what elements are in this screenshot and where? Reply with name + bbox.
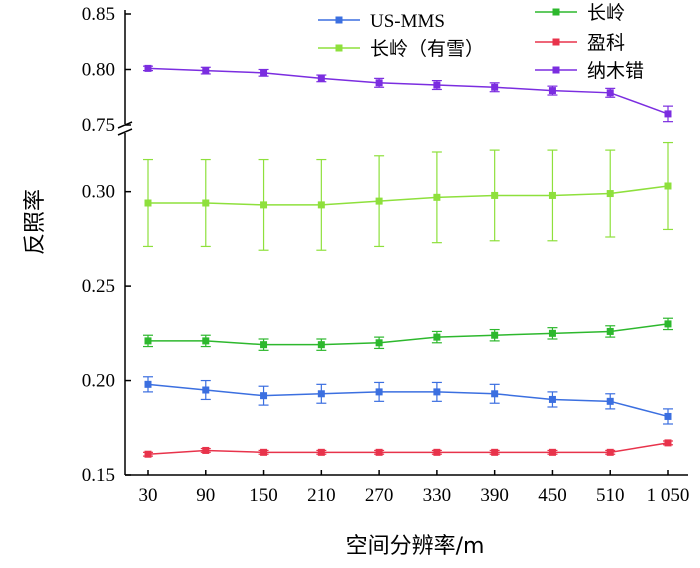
- data-point: [606, 89, 614, 97]
- data-point: [317, 341, 325, 349]
- data-point: [375, 388, 383, 396]
- data-point: [260, 341, 268, 349]
- legend-label: 纳木错: [587, 60, 644, 82]
- series-line: [147, 383, 669, 418]
- data-point: [606, 327, 614, 335]
- data-point: [144, 380, 152, 388]
- series-line: [147, 67, 669, 115]
- legend-item: US-MMS: [318, 11, 445, 32]
- data-point: [202, 386, 210, 394]
- data-point: [317, 390, 325, 398]
- data-point: [548, 87, 556, 95]
- data-point: [606, 190, 614, 198]
- data-point: [260, 69, 268, 77]
- data-point: [491, 331, 499, 339]
- data-point: [375, 197, 383, 205]
- x-tick-label: 30: [139, 485, 158, 506]
- series-0: [143, 376, 673, 425]
- data-point: [548, 191, 556, 199]
- data-point: [433, 81, 441, 89]
- y-tick-label: 0.85: [82, 4, 115, 25]
- legend-label: US-MMS: [370, 11, 445, 32]
- data-point: [664, 182, 672, 190]
- data-point: [202, 67, 210, 75]
- x-tick-label: 510: [596, 485, 625, 506]
- data-point: [664, 439, 672, 447]
- x-axis-title: 空间分辨率/m: [346, 534, 485, 559]
- data-point: [664, 412, 672, 420]
- series-3: [143, 439, 673, 458]
- x-tick-label: 450: [538, 485, 567, 506]
- data-point: [664, 320, 672, 328]
- axis-break-mark: [117, 128, 133, 136]
- data-point: [144, 64, 152, 72]
- data-point: [433, 388, 441, 396]
- legend-label: 长岭（有雪）: [370, 38, 484, 60]
- data-point: [202, 199, 210, 207]
- data-point: [375, 79, 383, 87]
- data-point: [548, 395, 556, 403]
- legend-marker: [552, 8, 560, 16]
- y-tick-label: 0.25: [82, 276, 115, 297]
- data-point: [202, 446, 210, 454]
- data-point: [260, 201, 268, 209]
- y-axis-title: 反照率: [23, 189, 48, 255]
- series-1: [143, 141, 673, 251]
- y-tick-label: 0.75: [82, 115, 115, 136]
- data-point: [144, 450, 152, 458]
- axes: 0.15 0.20 0.25 0.30 0.75 0.80 0.85 30 90 150 210 27…: [82, 4, 690, 506]
- y-tick-label: 0.30: [82, 182, 115, 203]
- y-tick-label: 0.20: [82, 371, 115, 392]
- data-point: [491, 448, 499, 456]
- data-point: [317, 448, 325, 456]
- data-point: [433, 448, 441, 456]
- data-point: [144, 337, 152, 345]
- data-point: [664, 110, 672, 118]
- series-line: [147, 442, 669, 455]
- data-point: [375, 339, 383, 347]
- x-tick-label: 1 050: [647, 485, 690, 506]
- series-4: [143, 64, 673, 123]
- legend-item: 长岭（有雪）: [318, 38, 484, 60]
- data-point: [375, 448, 383, 456]
- x-tick-label: 330: [423, 485, 452, 506]
- legend-marker: [552, 38, 560, 46]
- x-tick-label: 270: [365, 485, 394, 506]
- data-point: [202, 337, 210, 345]
- data-point: [317, 201, 325, 209]
- legend-item: 长岭: [535, 2, 625, 24]
- series-line: [148, 323, 669, 346]
- data-point: [260, 392, 268, 400]
- y-tick-label: 0.80: [82, 60, 115, 81]
- legend-item: 盈科: [535, 32, 625, 54]
- data-point: [317, 74, 325, 82]
- data-point: [548, 448, 556, 456]
- x-tick-label: 150: [249, 485, 278, 506]
- legend-marker: [552, 66, 560, 74]
- legend-marker: [335, 44, 343, 52]
- x-tick-label: 210: [307, 485, 336, 506]
- series-2: [143, 317, 673, 351]
- data-point: [491, 390, 499, 398]
- data-point: [491, 83, 499, 91]
- legend-label: 盈科: [587, 32, 625, 54]
- data-point: [548, 329, 556, 337]
- series-line: [148, 185, 669, 206]
- y-tick-label: 0.15: [82, 465, 115, 486]
- data-point: [144, 199, 152, 207]
- data-point: [260, 448, 268, 456]
- x-tick-label: 90: [196, 485, 215, 506]
- data-point: [606, 448, 614, 456]
- legend-label: 长岭: [587, 2, 625, 24]
- data-point: [491, 191, 499, 199]
- data-point: [606, 397, 614, 405]
- data-point: [433, 333, 441, 341]
- x-tick-label: 390: [480, 485, 509, 506]
- legend-item: 纳木错: [535, 60, 644, 82]
- data-point: [433, 193, 441, 201]
- plot-area: [143, 64, 673, 458]
- legend-marker: [335, 16, 343, 24]
